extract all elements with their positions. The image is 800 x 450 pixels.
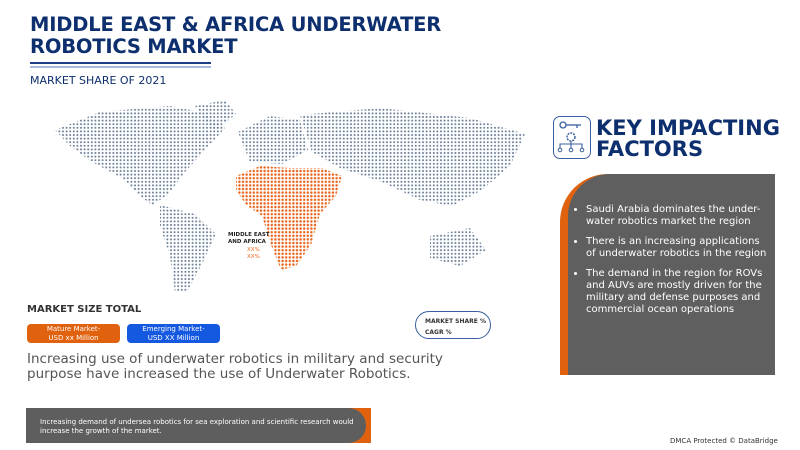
region-label: MIDDLE EAST AND AFRICA	[228, 232, 270, 246]
key-factors-title-line1: KEY IMPACTING	[596, 116, 780, 140]
key-factors-list: Saudi Arabia dominates the under-water r…	[568, 174, 775, 316]
europe	[238, 116, 308, 164]
south-america	[160, 205, 216, 292]
region-label-line2: AND AFRICA	[228, 239, 266, 245]
key-gear-network-icon	[553, 116, 591, 159]
north-america	[55, 106, 225, 205]
mature-line2: USD xx Million	[48, 333, 99, 342]
mature-line1: Mature Market-	[46, 325, 101, 333]
emerging-market-badge: Emerging Market- USD XX Million	[127, 324, 220, 343]
page-title: MIDDLE EAST & AFRICA UNDERWATER ROBOTICS…	[30, 13, 442, 58]
bottom-note-bar: Increasing demand of undersea robotics f…	[26, 408, 371, 443]
summary-text: Increasing use of underwater robotics in…	[27, 351, 443, 382]
list-item: Saudi Arabia dominates the under-water r…	[586, 204, 767, 228]
emerging-line2: USD XX Million	[147, 333, 200, 342]
region-label-line1: MIDDLE EAST	[228, 232, 270, 238]
bottom-note: Increasing demand of undersea robotics f…	[26, 408, 366, 443]
australia	[430, 228, 486, 266]
legend-oval: MARKET SHARE % CAGR %	[415, 311, 491, 339]
key-factors-panel: Saudi Arabia dominates the under-water r…	[568, 174, 775, 375]
market-size-heading: MARKET SIZE TOTAL	[27, 304, 142, 315]
emerging-line1: Emerging Market-	[142, 325, 205, 333]
title-underline-light	[30, 66, 211, 68]
subtitle: MARKET SHARE OF 2021	[30, 74, 167, 87]
legend-cagr: CAGR %	[425, 329, 452, 336]
list-item: The demand in the region for ROVs and AU…	[586, 268, 767, 316]
key-factors-title-line2: FACTORS	[596, 137, 704, 161]
list-item: There is an increasing applications of u…	[586, 236, 767, 260]
title-underline	[30, 62, 211, 64]
asia	[300, 108, 525, 206]
region-share-value: XX%	[247, 247, 260, 253]
mature-market-badge: Mature Market- USD xx Million	[27, 324, 120, 343]
middle-east-africa-highlight	[236, 166, 342, 270]
region-cagr-value: XX%	[247, 254, 260, 260]
greenland	[195, 100, 236, 132]
key-factors-title: KEY IMPACTING FACTORS	[596, 118, 780, 160]
dmca-footer: DMCA Protected © DataBridge	[670, 437, 778, 445]
legend-share: MARKET SHARE %	[425, 318, 486, 325]
